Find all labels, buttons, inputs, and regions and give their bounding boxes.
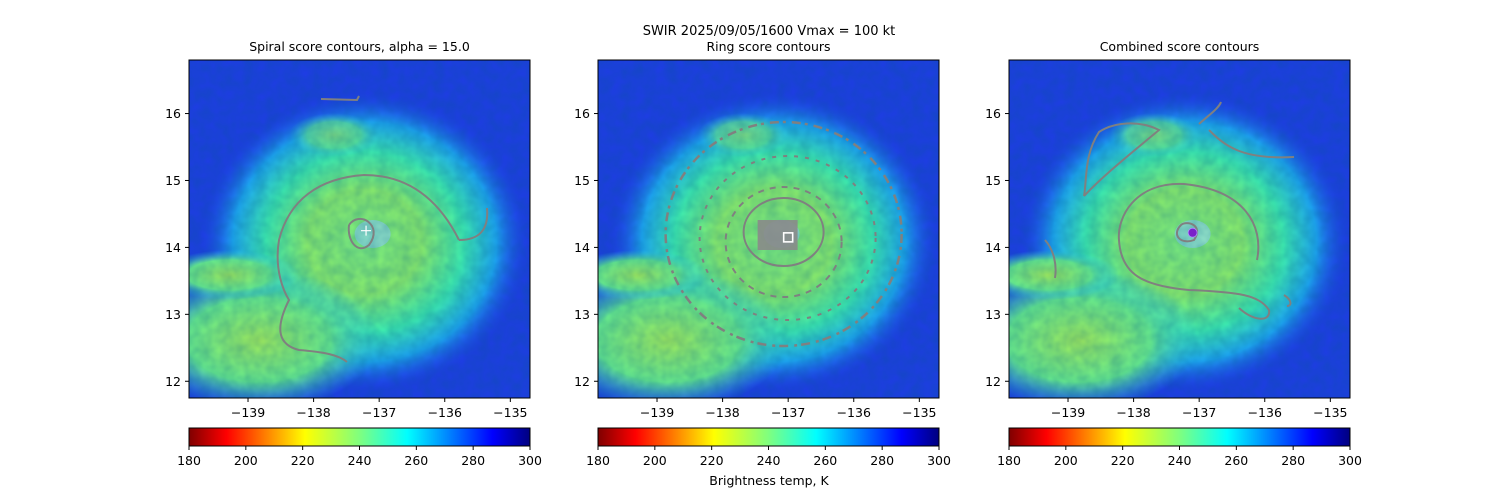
panel-3: Combined score contours −139 −138 −137 −136 −… [985, 39, 1362, 468]
colorbar-tick-label: 280 [461, 453, 485, 468]
brightness-image [189, 60, 530, 398]
center-marker [361, 225, 372, 236]
x-tick-label: −139 [231, 405, 265, 420]
y-tick-label: 13 [165, 307, 181, 322]
panel-title: Spiral score contours, alpha = 15.0 [249, 39, 470, 54]
figure-suptitle: SWIR 2025/09/05/1600 Vmax = 100 kt [643, 24, 896, 39]
x-tick-label: −135 [1313, 405, 1347, 420]
panel-title: Combined score contours [1100, 39, 1260, 54]
score-contours [276, 95, 489, 363]
x-tick-label: −135 [902, 405, 936, 420]
y-tick-label: 12 [165, 374, 181, 389]
x-tick-label: −136 [428, 405, 462, 420]
center-marker [1187, 227, 1198, 238]
colorbar-tick-label: 260 [1224, 453, 1248, 468]
colorbar-tick-label: 240 [348, 453, 372, 468]
colorbar-tick-label: 300 [1338, 453, 1362, 468]
colorbar-tick-label: 180 [997, 453, 1021, 468]
score-contours [664, 120, 903, 348]
panel-title: Ring score contours [706, 39, 830, 54]
panel-1: Spiral score contours, alpha = 15.0 −139 −… [165, 39, 542, 468]
colorbar-tick-label: 180 [586, 453, 610, 468]
panel-2: Ring score contours −139 −138 −137 −136 −135 1… [574, 39, 951, 468]
y-tick-label: 15 [985, 173, 1001, 188]
colorbar-tick-label: 200 [643, 453, 667, 468]
colorbar-tick-label: 300 [518, 453, 542, 468]
colorbar-tick-label: 280 [870, 453, 894, 468]
x-tick-label: −139 [1051, 405, 1085, 420]
x-tick-label: −137 [1182, 405, 1216, 420]
colorbar-tick-label: 300 [927, 453, 951, 468]
colorbar-tick-label: 220 [1111, 453, 1135, 468]
colorbar [188, 427, 531, 447]
y-tick-label: 16 [985, 106, 1001, 121]
colorbar-tick-label: 280 [1281, 453, 1305, 468]
colorbar-tick-label: 240 [1168, 453, 1192, 468]
colorbar-tick-label: 200 [234, 453, 258, 468]
y-tick-label: 14 [574, 240, 590, 255]
brightness-image [1009, 60, 1350, 398]
center-marker [782, 232, 794, 243]
y-tick-label: 16 [574, 106, 590, 121]
x-tick-label: −137 [771, 405, 805, 420]
y-tick-label: 13 [985, 307, 1001, 322]
x-tick-label: −136 [1248, 405, 1282, 420]
axes-frame [188, 59, 531, 399]
x-tick-label: −137 [362, 405, 396, 420]
colorbar-tick-label: 220 [700, 453, 724, 468]
colorbar-tick-label: 220 [291, 453, 315, 468]
y-tick-label: 12 [985, 374, 1001, 389]
x-tick-label: −138 [1116, 405, 1150, 420]
y-tick-label: 14 [165, 240, 181, 255]
colorbar-tick-label: 240 [757, 453, 781, 468]
y-tick-label: 12 [574, 374, 590, 389]
y-tick-label: 14 [985, 240, 1001, 255]
y-tick-label: 13 [574, 307, 590, 322]
y-tick-label: 15 [574, 173, 590, 188]
axes-frame [597, 59, 940, 399]
x-tick-label: −135 [493, 405, 527, 420]
y-tick-label: 16 [165, 106, 181, 121]
colorbar-tick-label: 200 [1054, 453, 1078, 468]
colorbar-tick-label: 180 [177, 453, 201, 468]
colorbar [597, 427, 940, 447]
y-tick-label: 15 [165, 173, 181, 188]
x-tick-label: −138 [296, 405, 330, 420]
x-tick-label: −136 [837, 405, 871, 420]
colorbar-tick-label: 260 [813, 453, 837, 468]
score-contours [1044, 101, 1295, 320]
colorbar [1008, 427, 1351, 447]
colorbar-label: Brightness temp, K [709, 473, 829, 488]
x-tick-label: −138 [705, 405, 739, 420]
colorbar-tick-label: 260 [404, 453, 428, 468]
axes-frame [1008, 59, 1351, 399]
x-tick-label: −139 [640, 405, 674, 420]
